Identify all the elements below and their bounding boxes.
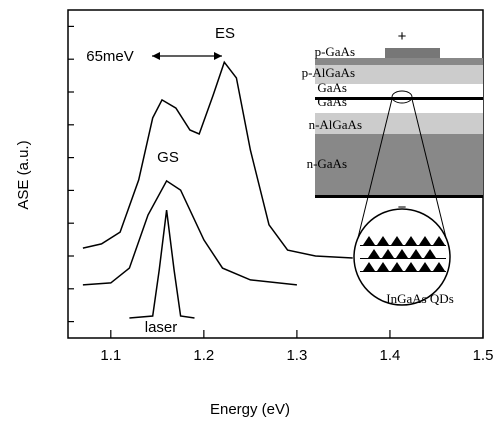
arrow	[152, 52, 222, 60]
inset-caption: InGaAs QDs	[386, 291, 454, 306]
layer	[315, 195, 483, 198]
chart: Energy (eV) ASE (a.u.) ES 65meV GS laser…	[0, 0, 500, 426]
x-tick-label: 1.2	[193, 347, 214, 364]
layer-label: p-AlGaAs	[302, 65, 355, 80]
x-tick-label: 1.5	[473, 347, 494, 364]
y-axis-label: ASE (a.u.)	[15, 140, 32, 209]
annotation: GS	[157, 149, 179, 166]
layer-label: p-GaAs	[315, 44, 355, 59]
annotation: ES	[215, 25, 235, 42]
layer-label: GaAs	[317, 94, 347, 109]
series-line	[129, 210, 194, 318]
layer	[315, 58, 483, 65]
x-tick-label: 1.4	[380, 347, 401, 364]
series-line	[83, 181, 297, 285]
contact	[385, 48, 440, 58]
plus-sign: +	[398, 28, 407, 45]
x-tick-label: 1.3	[286, 347, 307, 364]
layer-label: n-AlGaAs	[309, 117, 362, 132]
layer-label: GaAs	[317, 80, 347, 95]
x-tick-label: 1.1	[100, 347, 121, 364]
annotation: laser	[145, 319, 178, 336]
annotation: 65meV	[86, 48, 134, 65]
inset: p-GaAs p-AlGaAs GaAs GaAs n-AlGaAs n-GaA…	[302, 28, 483, 306]
layer-label: n-GaAs	[307, 156, 347, 171]
x-axis-label: Energy (eV)	[210, 401, 290, 418]
